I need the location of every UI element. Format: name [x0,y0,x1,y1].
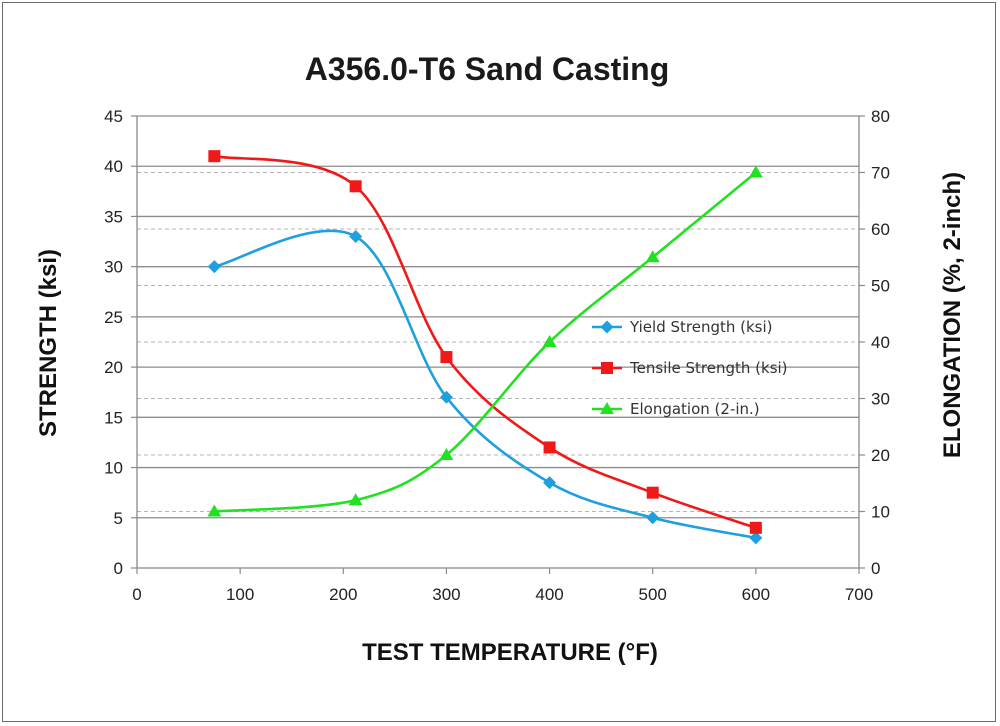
tensile-strength-ksi-point [749,521,762,534]
legend-label: Tensile Strength (ksi) [629,359,788,377]
y-tick-label: 5 [114,509,123,528]
elongation-2-in-point [348,493,363,506]
y2-tick-label: 40 [871,333,890,352]
y-axis-title: STRENGTH (ksi) [35,249,62,437]
y2-tick-label: 0 [871,559,880,578]
elongation-2-in-point [542,335,557,347]
chart-title: A356.0-T6 Sand Casting [305,51,670,87]
y2-tick-label: 60 [871,220,890,239]
y2-tick-label: 50 [871,277,890,296]
elongation-2-in-line [214,171,757,513]
yield-strength-ksi-point [207,260,221,274]
x-tick-label: 600 [742,585,770,604]
y2-tick-label: 80 [871,107,890,126]
y2-axis-title: ELONGATION (%, 2-inch) [939,172,966,458]
y-tick-label: 25 [104,308,123,327]
y-tick-label: 45 [104,107,123,126]
elongation-2-in-point [748,165,763,178]
tensile-strength-ksi-point [543,441,556,454]
elongation-2-in-point [645,250,660,263]
y2-tick-label: 70 [871,164,890,183]
elongation-2-in-series [207,165,763,517]
x-tick-label: 700 [845,585,873,604]
y-tick-label: 15 [104,408,123,427]
y-tick-label: 30 [104,258,123,277]
legend-item-yield-strength-ksi: Yield Strength (ksi) [592,318,773,336]
legend-swatch-marker [601,362,613,374]
legend-label: Yield Strength (ksi) [629,318,773,336]
x-tick-label: 0 [132,585,141,604]
y-tick-label: 35 [104,207,123,226]
legend-item-elongation-2-in: Elongation (2-in.) [592,400,760,418]
y-tick-label: 10 [104,459,123,478]
legend-swatch-marker [600,402,614,414]
data-series [207,150,763,545]
x-tick-label: 500 [639,585,667,604]
yield-strength-ksi-point [749,531,763,545]
yield-strength-ksi-point [646,511,660,525]
yield-strength-ksi-point [543,476,557,490]
tensile-strength-ksi-point [349,180,362,193]
tensile-strength-ksi-point [208,150,221,163]
legend: Yield Strength (ksi) Tensile Strength (ks… [592,318,788,418]
legend-label: Elongation (2-in.) [630,400,760,418]
yield-strength-ksi-point [349,230,363,244]
legend-item-tensile-strength-ksi: Tensile Strength (ksi) [592,359,788,377]
elongation-2-in-point [439,448,454,460]
y-tick-label: 20 [104,358,123,377]
gridlines [137,115,859,519]
y2-tick-label: 10 [871,503,890,522]
tensile-strength-ksi-point [440,351,453,364]
x-tick-label: 100 [226,585,254,604]
yield-strength-ksi-line [214,229,757,540]
tensile-strength-ksi-line [214,154,757,530]
y-tick-label: 40 [104,157,123,176]
x-tick-label: 300 [432,585,460,604]
y2-tick-label: 20 [871,446,890,465]
x-tick-label: 200 [329,585,357,604]
axes: 0 100 200 300 400 500 600 700051015202530354045… [104,107,890,604]
yield-strength-ksi-point [439,390,453,404]
x-axis-title: TEST TEMPERATURE (°F) [362,639,658,666]
x-tick-label: 400 [535,585,563,604]
yield-strength-ksi-series [207,229,763,545]
y2-tick-label: 30 [871,390,890,409]
tensile-strength-ksi-point [646,486,659,499]
y-tick-label: 0 [114,559,123,578]
legend-swatch-marker [600,320,614,334]
tensile-strength-ksi-series [208,150,762,534]
elongation-2-in-point [207,504,222,517]
